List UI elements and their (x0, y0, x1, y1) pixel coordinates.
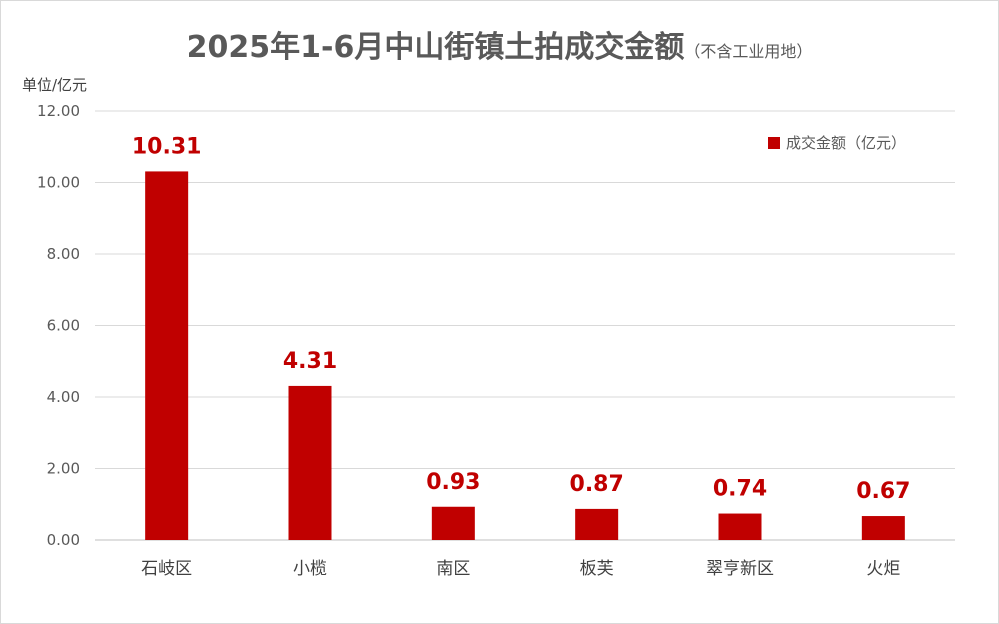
bar (861, 516, 905, 540)
chart-title-block: 2025年1-6月中山街镇土拍成交金额（不含工业用地） (0, 22, 999, 66)
y-tick-label: 6.00 (47, 317, 80, 335)
bar (288, 385, 332, 540)
y-tick-label: 4.00 (47, 388, 80, 406)
bar (431, 506, 475, 540)
legend: 成交金额（亿元） (768, 132, 906, 153)
chart-subtitle: （不含工业用地） (684, 42, 813, 61)
y-tick-label: 12.00 (37, 102, 80, 120)
y-axis-unit-label: 单位/亿元 (22, 76, 88, 94)
legend-label: 成交金额（亿元） (786, 134, 907, 152)
y-tick-label: 2.00 (47, 460, 80, 478)
data-label: 0.74 (713, 477, 767, 502)
x-tick-label: 火炬 (866, 559, 900, 579)
x-tick-label: 南区 (436, 559, 470, 579)
x-tick-label: 板芙 (580, 559, 614, 579)
bar (718, 513, 762, 540)
x-tick-label: 石岐区 (141, 559, 192, 579)
y-tick-label: 0.00 (47, 531, 80, 549)
data-label: 10.31 (132, 134, 202, 159)
data-label: 0.67 (856, 479, 910, 504)
x-tick-label: 小榄 (293, 559, 327, 579)
bar (145, 171, 189, 541)
x-tick-label: 翠亨新区 (706, 559, 774, 579)
data-label: 0.93 (426, 470, 480, 495)
bar (575, 508, 619, 540)
legend-swatch (768, 136, 780, 149)
data-label: 4.31 (283, 349, 337, 374)
chart-title: 2025年1-6月中山街镇土拍成交金额 (186, 30, 685, 65)
y-tick-label: 10.00 (37, 174, 80, 192)
data-label: 0.87 (570, 472, 624, 497)
y-tick-label: 8.00 (47, 245, 80, 263)
